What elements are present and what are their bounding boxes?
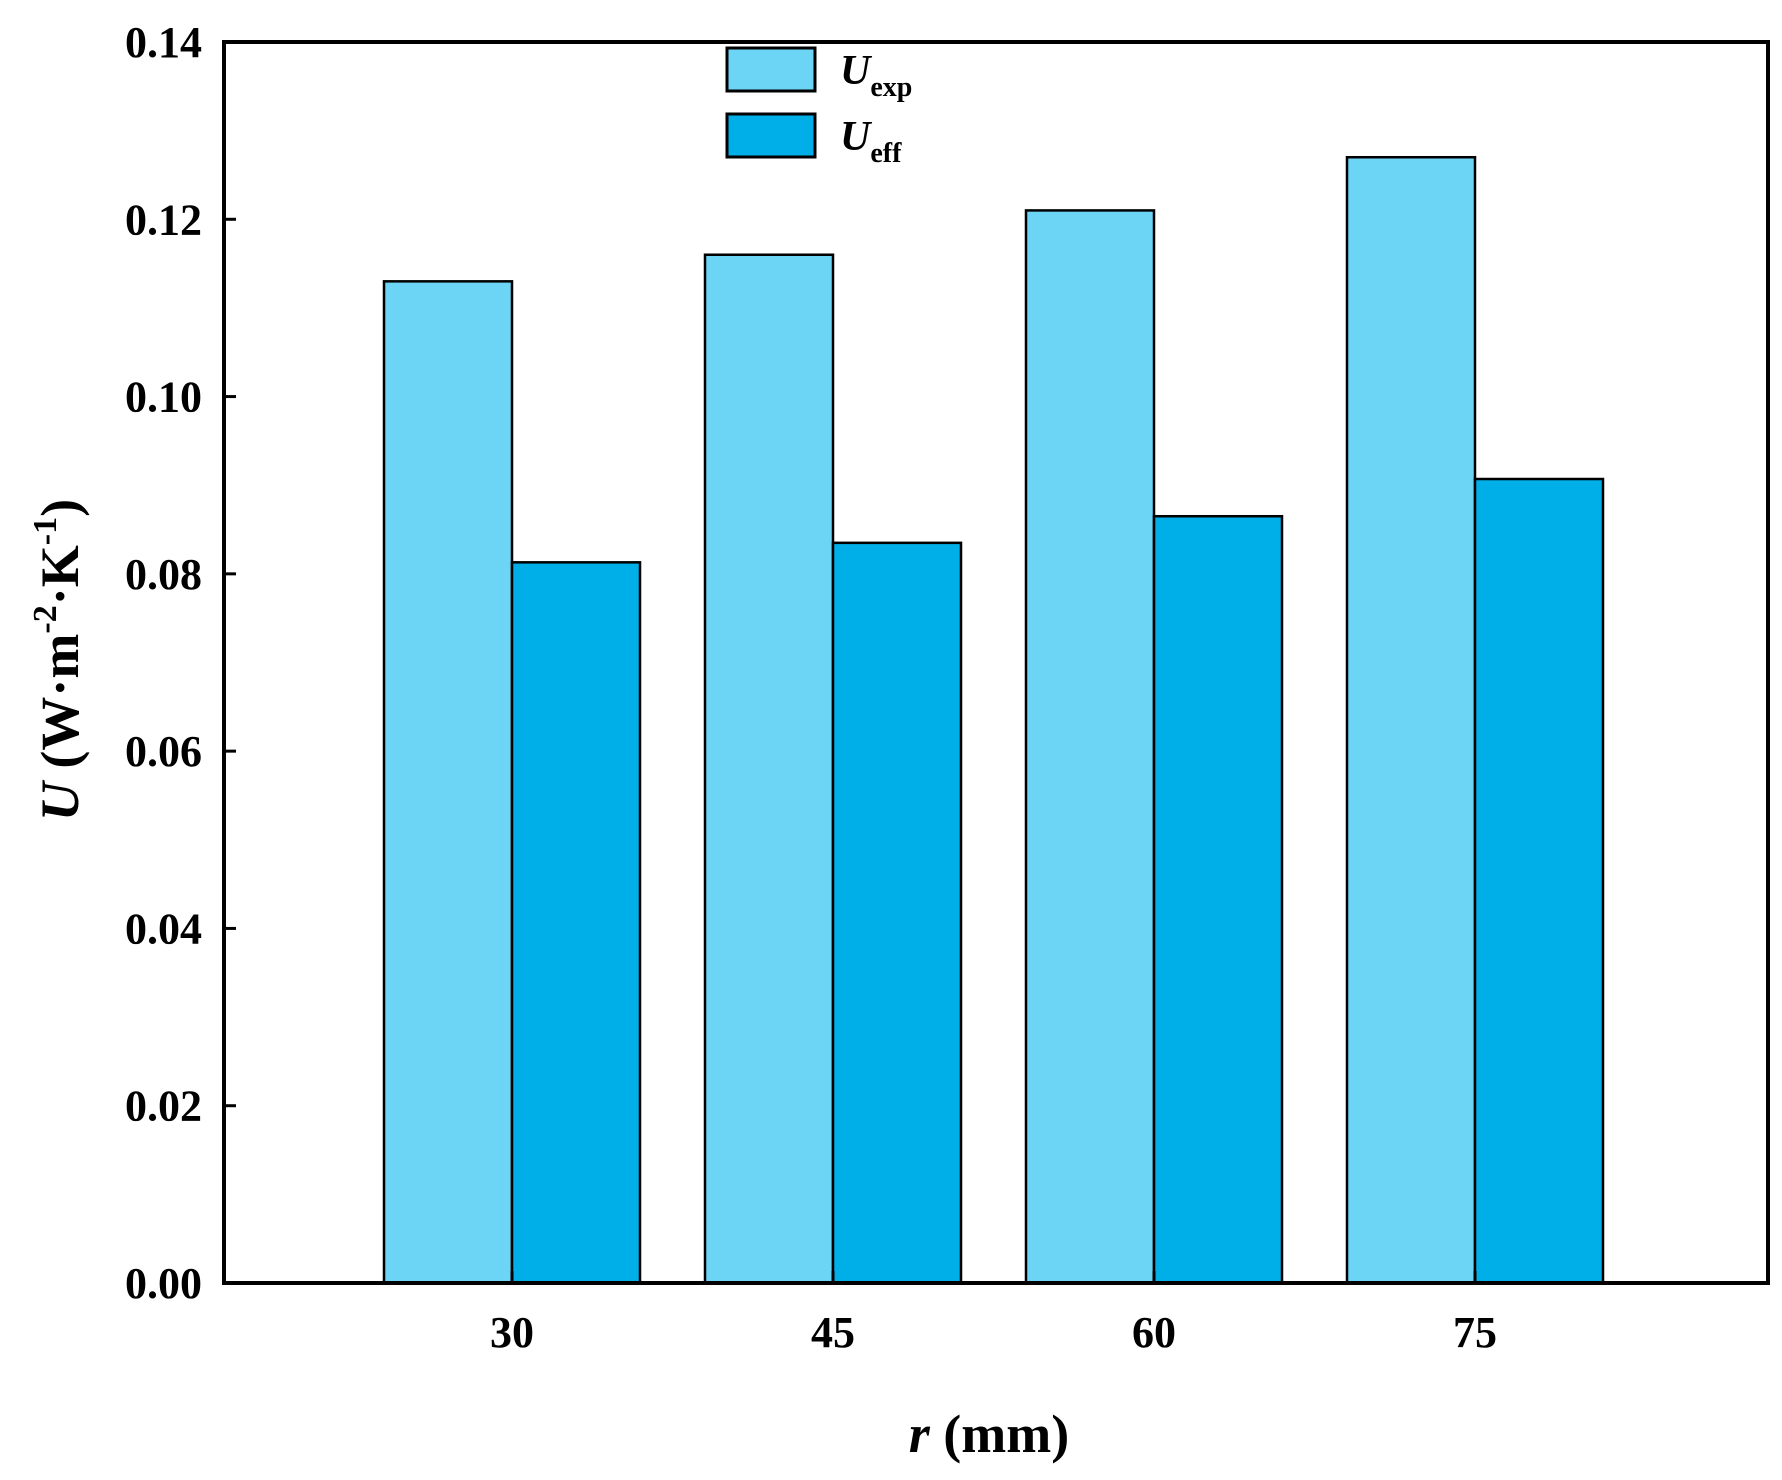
y-tick-label: 0.14 xyxy=(125,18,202,67)
x-axis-label: r (mm) xyxy=(909,1404,1069,1464)
bar-u-exp-75 xyxy=(1345,155,1477,1285)
y-axis-label: U (W·m-2·K-1) xyxy=(27,499,90,821)
y-tick-label: 0.08 xyxy=(125,550,202,599)
bar-u-eff-45 xyxy=(831,541,963,1285)
y-tick-label: 0.06 xyxy=(125,727,202,776)
x-tick-label: 75 xyxy=(1453,1308,1497,1357)
bar-u-eff-75 xyxy=(1473,477,1605,1285)
x-tick-label: 45 xyxy=(811,1308,855,1357)
legend-swatch-u-exp xyxy=(725,46,817,93)
y-tick-label: 0.02 xyxy=(125,1082,202,1131)
x-tick-label: 60 xyxy=(1132,1308,1176,1357)
bar-u-eff-60 xyxy=(1152,514,1284,1285)
legend-swatch-u-eff xyxy=(725,112,817,159)
y-axis: 0.00 0.02 0.04 0.06 0.08 0.10 0.12 0.14 xyxy=(125,18,236,1308)
plot-frame xyxy=(222,40,1770,1285)
y-tick-label: 0.10 xyxy=(125,373,202,422)
bars-group xyxy=(382,155,1605,1285)
bar-u-eff-30 xyxy=(510,561,642,1285)
y-tick-label: 0.12 xyxy=(125,195,202,244)
x-axis: 30 45 60 75 xyxy=(490,1271,1497,1357)
y-tick-label: 0.04 xyxy=(125,904,202,953)
legend-label-u-exp: Uexp xyxy=(840,48,912,103)
bar-u-exp-30 xyxy=(382,280,514,1285)
x-tick-label: 30 xyxy=(490,1308,534,1357)
legend: Uexp Ueff xyxy=(725,46,912,169)
bar-u-exp-60 xyxy=(1024,209,1156,1285)
y-tick-label: 0.00 xyxy=(125,1259,202,1308)
bar-u-exp-45 xyxy=(703,253,835,1285)
legend-label-u-eff: Ueff xyxy=(840,114,902,169)
